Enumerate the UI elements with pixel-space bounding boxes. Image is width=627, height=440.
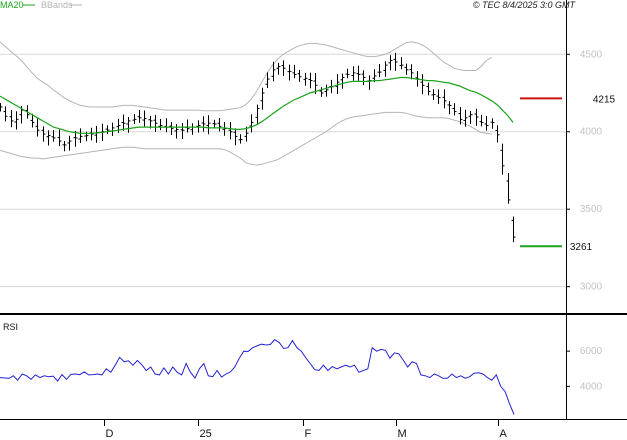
price-axis-label: 4000 <box>580 127 603 138</box>
bbands-legend-label: BBands <box>41 0 73 10</box>
time-axis-label: D <box>106 428 114 440</box>
bbands-lower-line <box>0 111 492 166</box>
time-axis-label: M <box>398 428 407 440</box>
price-grid <box>0 53 566 288</box>
price-axis-label: 3000 <box>580 282 603 293</box>
bbands-upper-line <box>0 41 492 112</box>
time-axis-label: A <box>500 428 508 440</box>
rsi-axis-label: 6000 <box>580 346 603 357</box>
price-levels: 4215 3261 <box>520 94 616 253</box>
ma-legend-label: MA20 <box>0 0 24 10</box>
copyright-notice: © TEC 8/4/2025 3:0 GMT <box>473 0 577 10</box>
ma20-line <box>0 76 514 134</box>
price-level-label: 4215 <box>593 94 616 105</box>
price-level-label: 3261 <box>570 242 593 253</box>
moving-average <box>0 76 514 134</box>
time-axis-label: F <box>305 428 312 440</box>
rsi-line <box>0 339 515 415</box>
rsi-panel: RSI <box>0 322 515 415</box>
rsi-title: RSI <box>3 322 18 332</box>
bollinger-bands <box>0 41 492 166</box>
price-bars <box>0 52 516 243</box>
header: MA20 BBands © TEC 8/4/2025 3:0 GMT <box>0 0 576 10</box>
rsi-axis-label: 4000 <box>580 381 603 392</box>
time-axis-label: 25 <box>200 428 212 440</box>
price-axis-label: 3500 <box>580 204 603 215</box>
price-axis-label: 4500 <box>580 49 603 60</box>
